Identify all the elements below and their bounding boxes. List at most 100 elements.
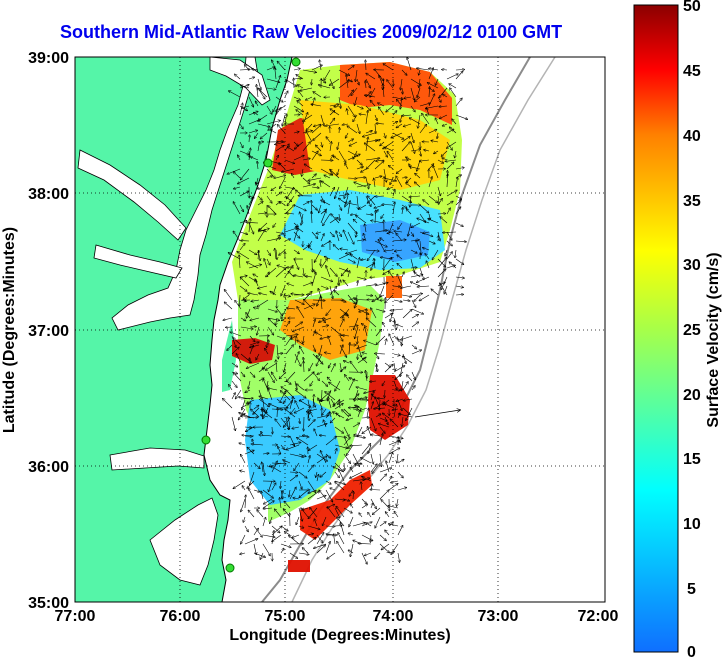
chesapeake-bay: [111, 57, 259, 331]
velocity-arrow: [336, 231, 340, 242]
velocity-arrow: [422, 114, 430, 125]
velocity-arrow: [344, 462, 345, 470]
velocity-arrow: [280, 177, 286, 188]
velocity-arrow: [284, 91, 288, 98]
velocity-arrow: [271, 409, 283, 410]
velocity-arrow: [285, 334, 298, 337]
velocity-arrow: [320, 400, 327, 401]
velocity-arrow: [271, 372, 278, 382]
velocity-arrow: [349, 378, 359, 382]
velocity-arrow: [266, 88, 276, 90]
velocity-arrow: [293, 156, 304, 161]
velocity-arrow: [253, 462, 260, 469]
velocity-arrow: [257, 142, 260, 152]
velocity-arrow: [406, 157, 412, 161]
velocity-arrow: [375, 414, 381, 418]
velocity-arrow: [364, 340, 377, 346]
velocity-arrow: [365, 60, 366, 71]
velocity-arrow: [345, 202, 358, 206]
velocity-arrow: [262, 543, 270, 556]
velocity-arrow: [411, 299, 416, 307]
velocity-arrow: [297, 101, 304, 107]
velocity-arrow: [398, 339, 404, 346]
velocity-arrow: [445, 249, 448, 256]
velocity-arrow: [234, 172, 241, 179]
velocity-arrow: [315, 332, 323, 337]
velocity-arrow: [276, 335, 285, 339]
velocity-arrow: [402, 416, 403, 426]
velocity-arrow: [334, 444, 347, 448]
velocity-arrow: [245, 389, 251, 393]
velocity-arrow: [287, 283, 295, 287]
velocity-arrow: [248, 198, 253, 206]
velocity-arrow: [346, 314, 350, 319]
lat-tick-label: 38:00: [28, 186, 69, 203]
velocity-arrow: [402, 310, 412, 319]
velocity-arrow: [329, 231, 334, 237]
velocity-arrow: [343, 438, 350, 446]
velocity-arrow: [311, 104, 322, 107]
velocity-arrow: [272, 534, 282, 542]
velocity-arrow: [308, 489, 318, 493]
velocity-arrow: [244, 427, 252, 428]
velocity-arrow: [397, 100, 403, 107]
velocity-arrow: [455, 249, 456, 258]
velocity-arrow: [334, 106, 340, 107]
velocity-arrow: [396, 398, 404, 401]
velocity-arrow: [354, 182, 367, 188]
velocity-arrow: [298, 91, 304, 98]
velocity-arrow: [355, 326, 359, 339]
velocity-arrow: [284, 501, 291, 509]
velocity-arrow: [303, 292, 312, 301]
velocity-arrow: [240, 277, 250, 287]
velocity-arrow: [277, 125, 286, 134]
velocity-arrow: [291, 294, 304, 295]
velocity-arrow: [455, 258, 464, 265]
lat-tick-label: 39:00: [28, 50, 69, 67]
velocity-arrow: [410, 275, 423, 278]
velocity-arrow: [311, 231, 318, 238]
velocity-arrow: [397, 459, 404, 464]
velocity-arrow: [433, 166, 439, 179]
velocity-arrow: [440, 283, 448, 296]
velocity-arrow: [320, 471, 327, 477]
velocity-arrow: [379, 543, 389, 553]
velocity-arrow: [275, 419, 282, 428]
velocity-arrow: [366, 318, 377, 328]
velocity-arrow: [276, 249, 277, 259]
velocity-arrow: [307, 534, 313, 535]
velocity-arrow: [307, 399, 310, 411]
velocity-arrow: [343, 498, 350, 501]
velocity-arrow: [411, 371, 415, 380]
velocity-arrow: [280, 543, 291, 547]
velocity-arrow: [414, 294, 421, 301]
velocity-arrow: [253, 528, 258, 536]
velocity-arrow: [312, 319, 315, 328]
velocity-arrow: [372, 294, 385, 302]
colorbar-tick-label: 40: [683, 128, 701, 145]
velocity-arrow: [228, 253, 241, 260]
velocity-arrow: [275, 509, 282, 518]
velocity-arrow: [320, 114, 324, 126]
velocity-arrow: [258, 398, 269, 407]
velocity-arrow: [296, 110, 304, 116]
velocity-arrow: [370, 402, 373, 410]
velocity-arrow: [249, 358, 250, 364]
velocity-arrow: [381, 500, 390, 509]
lon-tick-label: 73:00: [478, 608, 519, 625]
velocity-arrow: [257, 123, 270, 127]
velocity-arrow: [355, 300, 368, 301]
velocity-arrow: [455, 294, 464, 295]
velocity-arrow: [307, 456, 310, 464]
velocity-arrow: [317, 356, 323, 364]
velocity-arrow: [337, 141, 339, 149]
velocity-arrow: [242, 399, 246, 410]
velocity-arrow: [359, 204, 367, 209]
velocity-arrow: [366, 309, 367, 319]
velocity-arrow: [262, 489, 273, 498]
velocity-arrow: [293, 204, 306, 211]
velocity-arrow: [324, 175, 331, 179]
velocity-arrow: [343, 408, 350, 416]
velocity-arrow: [248, 77, 255, 79]
velocity-arrow: [365, 95, 376, 98]
